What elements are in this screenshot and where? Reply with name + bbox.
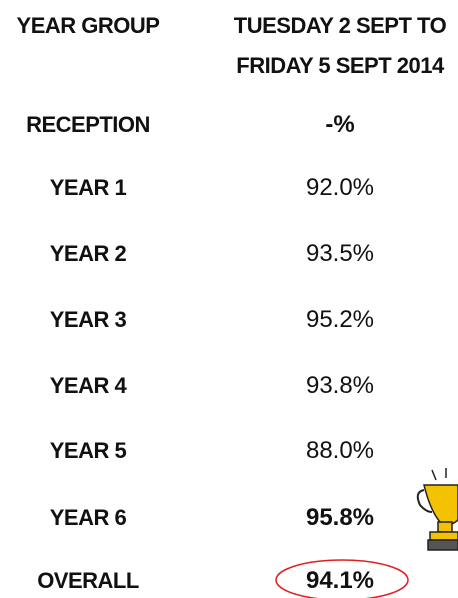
decorations bbox=[0, 0, 458, 598]
page: YEAR GROUP TUESDAY 2 SEPT TO FRIDAY 5 SE… bbox=[0, 0, 458, 598]
trophy-icon bbox=[418, 468, 458, 550]
highlight-circle bbox=[276, 560, 408, 598]
